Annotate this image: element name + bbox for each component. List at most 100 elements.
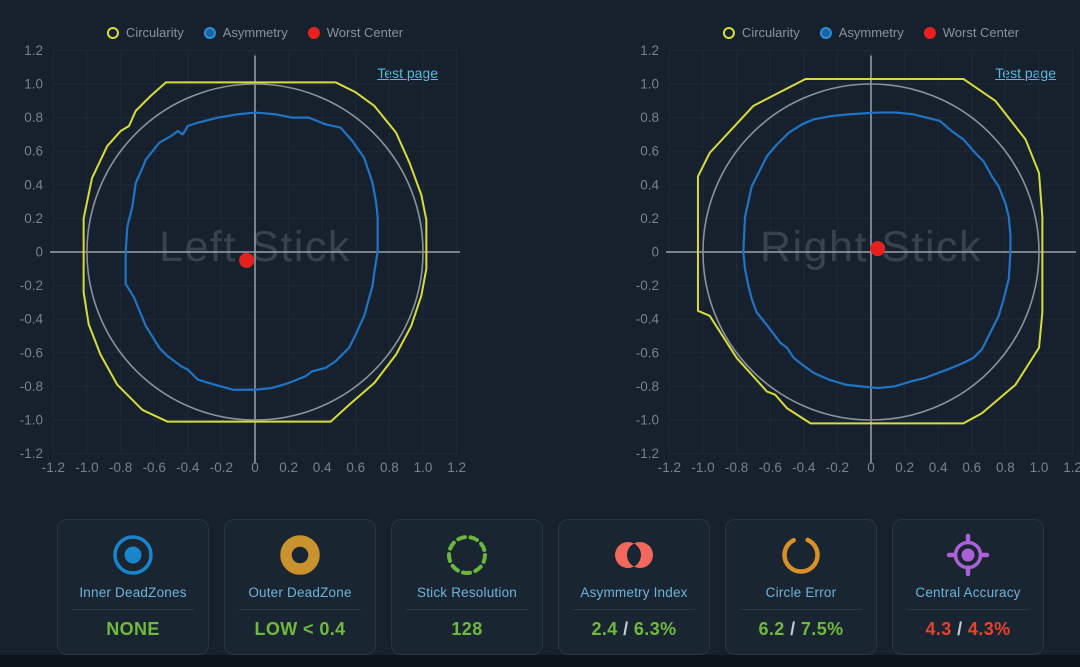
- asymmetry-outline: [124, 111, 379, 391]
- unit-circle: [702, 83, 1040, 421]
- y-tick-label: 0.2: [640, 211, 659, 226]
- circularity-legend-icon: [722, 26, 735, 39]
- y-tick-label: -0.2: [636, 278, 659, 293]
- card-label: Inner DeadZones: [79, 585, 187, 600]
- outer-deadzone-card: Outer DeadZone LOW < 0.4: [224, 519, 376, 655]
- y-tick-label: 0.4: [640, 177, 659, 192]
- worst-center-dot: [239, 252, 255, 268]
- card-label: Central Accuracy: [915, 585, 1021, 600]
- legend-label: Circularity: [741, 25, 800, 40]
- x-tick-label: 0: [867, 460, 875, 475]
- x-tick-label: -0.6: [759, 460, 782, 475]
- y-tick-label: 1.0: [640, 76, 659, 91]
- circularity-outline: [82, 81, 428, 423]
- legend-item-asymmetry[interactable]: Asymmetry: [203, 25, 288, 40]
- x-tick-label: 1.2: [1063, 460, 1080, 475]
- y-tick-label: 0.8: [24, 110, 43, 125]
- right-stick-plot: Right Stick-1.2-1.2-1.0-1.0-0.8-0.8-0.6-…: [636, 43, 1080, 475]
- asymmetry-legend-icon: [203, 26, 216, 39]
- card-label: Outer DeadZone: [248, 585, 352, 600]
- worst-center-legend-icon: [923, 26, 936, 39]
- legend-item-worst-center[interactable]: Worst Center: [307, 25, 404, 40]
- x-tick-label: -0.4: [176, 460, 200, 475]
- x-tick-label: 0.8: [380, 460, 399, 475]
- x-tick-label: -0.8: [725, 460, 748, 475]
- y-tick-label: 0: [651, 244, 659, 259]
- asymmetry-index-icon: [615, 542, 653, 568]
- y-tick-label: 1.2: [24, 43, 43, 58]
- y-tick-label: -0.6: [636, 345, 659, 360]
- y-tick-label: 0: [35, 244, 43, 259]
- legend-label: Worst Center: [942, 25, 1020, 40]
- x-tick-label: 0.6: [346, 460, 365, 475]
- y-tick-label: 1.0: [24, 76, 43, 91]
- y-tick-label: -0.2: [20, 278, 43, 293]
- asymmetry-outline: [742, 111, 1012, 390]
- worst-center-dot: [870, 241, 886, 257]
- x-tick-label: 0.4: [313, 460, 332, 475]
- y-tick-label: 0.8: [640, 110, 659, 125]
- card-value: 128: [451, 619, 483, 639]
- stick-resolution-icon: [447, 535, 487, 575]
- circle-error-card: Circle Error 6.2 / 7.5%: [725, 519, 877, 655]
- card-value: 6.2 / 7.5%: [758, 619, 844, 639]
- left-stick-chart: Circularity Asymmetry Worst Center Test pa…: [0, 0, 540, 505]
- x-tick-label: 0.8: [996, 460, 1015, 475]
- y-tick-label: -1.0: [20, 412, 43, 427]
- y-tick-label: -1.2: [636, 446, 659, 461]
- y-tick-label: -0.6: [20, 345, 43, 360]
- circularity-outline: [696, 77, 1044, 425]
- worst-center-legend-icon: [307, 26, 320, 39]
- legend-item-asymmetry[interactable]: Asymmetry: [819, 25, 904, 40]
- circularity-legend-icon: [106, 26, 119, 39]
- legend-label: Asymmetry: [222, 25, 288, 40]
- x-tick-label: -1.0: [75, 460, 98, 475]
- card-value: NONE: [106, 619, 160, 639]
- legend-item-circularity[interactable]: Circularity: [722, 25, 800, 40]
- asymmetry-legend-icon: [819, 26, 832, 39]
- unit-circle: [86, 83, 424, 421]
- card-label: Stick Resolution: [417, 585, 517, 600]
- x-tick-label: 1.2: [447, 460, 466, 475]
- stick-resolution-card: Stick Resolution 128: [391, 519, 543, 655]
- test-page-link[interactable]: Test page: [995, 65, 1056, 81]
- card-value: 4.3 / 4.3%: [925, 619, 1011, 639]
- x-tick-label: -1.2: [42, 460, 65, 475]
- x-tick-label: -1.0: [691, 460, 714, 475]
- y-tick-label: 0.2: [24, 211, 43, 226]
- y-tick-label: -1.2: [20, 446, 43, 461]
- x-tick-label: -0.2: [826, 460, 849, 475]
- inner-deadzone-icon: [113, 535, 153, 575]
- y-tick-label: -0.4: [636, 312, 660, 327]
- divider: [573, 609, 695, 610]
- y-tick-label: 0.6: [640, 144, 659, 159]
- y-tick-label: -0.8: [636, 379, 659, 394]
- legend-label: Circularity: [125, 25, 184, 40]
- bottom-strip: [0, 655, 1080, 667]
- right-stick-chart: Circularity Asymmetry Worst Center Test pa…: [540, 0, 1080, 505]
- central-accuracy-card: Central Accuracy 4.3 / 4.3%: [892, 519, 1044, 655]
- y-tick-label: 0.6: [24, 144, 43, 159]
- card-value: 2.4 / 6.3%: [591, 619, 677, 639]
- x-tick-label: -0.4: [792, 460, 816, 475]
- x-tick-label: 0: [251, 460, 259, 475]
- inner-deadzones-card: Inner DeadZones NONE: [57, 519, 209, 655]
- x-tick-label: -0.8: [109, 460, 132, 475]
- card-label: Circle Error: [765, 585, 837, 600]
- divider: [740, 609, 862, 610]
- y-tick-label: -0.4: [20, 312, 44, 327]
- x-tick-label: 1.0: [1030, 460, 1049, 475]
- card-label: Asymmetry Index: [580, 585, 688, 600]
- x-tick-label: -0.6: [143, 460, 166, 475]
- divider: [406, 609, 528, 610]
- legend-label: Worst Center: [326, 25, 404, 40]
- x-tick-label: -0.2: [210, 460, 233, 475]
- x-tick-label: 0.6: [962, 460, 981, 475]
- divider: [72, 609, 194, 610]
- circle-error-icon: [782, 536, 820, 574]
- left-stick-plot: Left Stick-1.2-1.2-1.0-1.0-0.8-0.8-0.6-0…: [20, 43, 466, 475]
- y-tick-label: -0.8: [20, 379, 43, 394]
- legend-item-worst-center[interactable]: Worst Center: [923, 25, 1020, 40]
- legend-item-circularity[interactable]: Circularity: [106, 25, 184, 40]
